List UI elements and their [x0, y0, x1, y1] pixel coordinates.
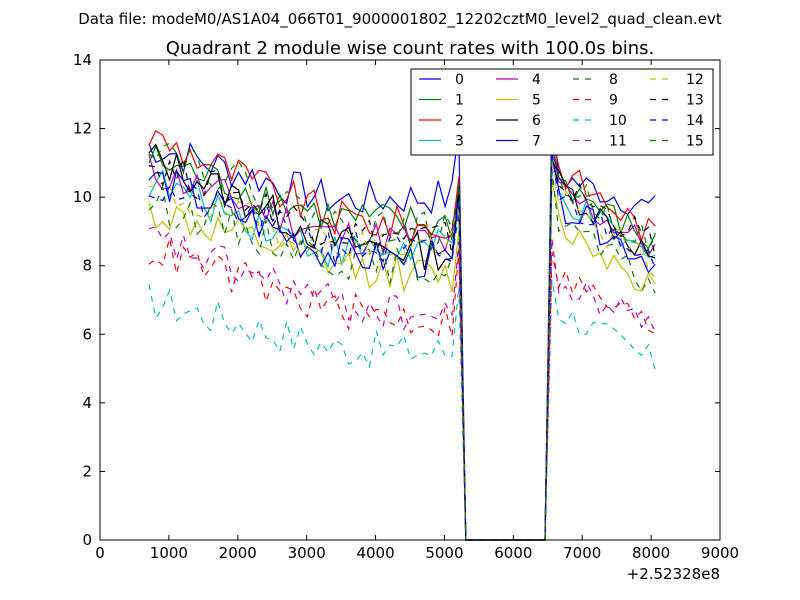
legend-label-3: 3	[455, 134, 464, 150]
x-tick-label: 6000	[494, 544, 532, 562]
legend-label-2: 2	[455, 113, 464, 129]
x-tick-label: 1000	[150, 544, 188, 562]
series-line-1	[148, 138, 656, 541]
legend-label-11: 11	[609, 134, 627, 150]
x-tick-label: 2000	[219, 544, 257, 562]
y-tick-label: 2	[82, 462, 92, 480]
y-tick-label: 14	[73, 51, 92, 69]
legend-label-14: 14	[686, 113, 704, 129]
legend-label-7: 7	[532, 134, 541, 150]
y-tick-label: 8	[82, 257, 92, 275]
x-tick-label: 5000	[425, 544, 463, 562]
x-offset-label: +2.52328e8	[627, 565, 720, 583]
series-line-9	[148, 237, 656, 541]
y-tick-label: 12	[73, 120, 92, 138]
plot-frame	[99, 59, 721, 541]
legend-label-6: 6	[532, 113, 541, 129]
x-tick-label: 3000	[288, 544, 326, 562]
series-line-6	[148, 143, 656, 541]
series-line-0	[148, 104, 656, 541]
y-tick-label: 6	[82, 325, 92, 343]
legend-label-12: 12	[686, 72, 704, 88]
x-tick-label: 0	[95, 544, 105, 562]
series-line-13	[148, 155, 656, 541]
data-file-label: Data file: modeM0/AS1A04_066T01_90000018…	[78, 10, 722, 29]
plot-area	[148, 104, 656, 541]
legend-label-13: 13	[686, 93, 704, 109]
series-line-12	[148, 159, 656, 541]
legend-label-15: 15	[686, 134, 704, 150]
series-line-2	[148, 129, 656, 541]
legend-label-5: 5	[532, 93, 541, 109]
x-tick-label: 8000	[632, 544, 670, 562]
y-tick-label: 4	[82, 394, 92, 412]
series-line-14	[148, 152, 656, 541]
series-line-10	[148, 279, 656, 541]
legend-label-10: 10	[609, 113, 627, 129]
x-tick-label: 9000	[701, 544, 739, 562]
series-line-5	[148, 179, 656, 541]
legend-label-1: 1	[455, 93, 464, 109]
series-line-11	[148, 226, 656, 541]
series-line-8	[148, 169, 656, 541]
x-tick-label: 7000	[563, 544, 601, 562]
series-line-15	[148, 138, 656, 541]
axes: 0 1000 2000 3000 4000 5000 6000 7000 8000 9000 0 2 4…	[73, 51, 739, 562]
x-tick-label: 4000	[356, 544, 394, 562]
legend-label-9: 9	[609, 93, 618, 109]
chart-title: Quadrant 2 module wise count rates with …	[166, 38, 655, 59]
y-tick-label: 10	[73, 188, 92, 206]
legend-label-4: 4	[532, 72, 541, 88]
legend-label-8: 8	[609, 72, 618, 88]
legend-label-0: 0	[455, 72, 464, 88]
y-tick-label: 0	[82, 531, 92, 549]
